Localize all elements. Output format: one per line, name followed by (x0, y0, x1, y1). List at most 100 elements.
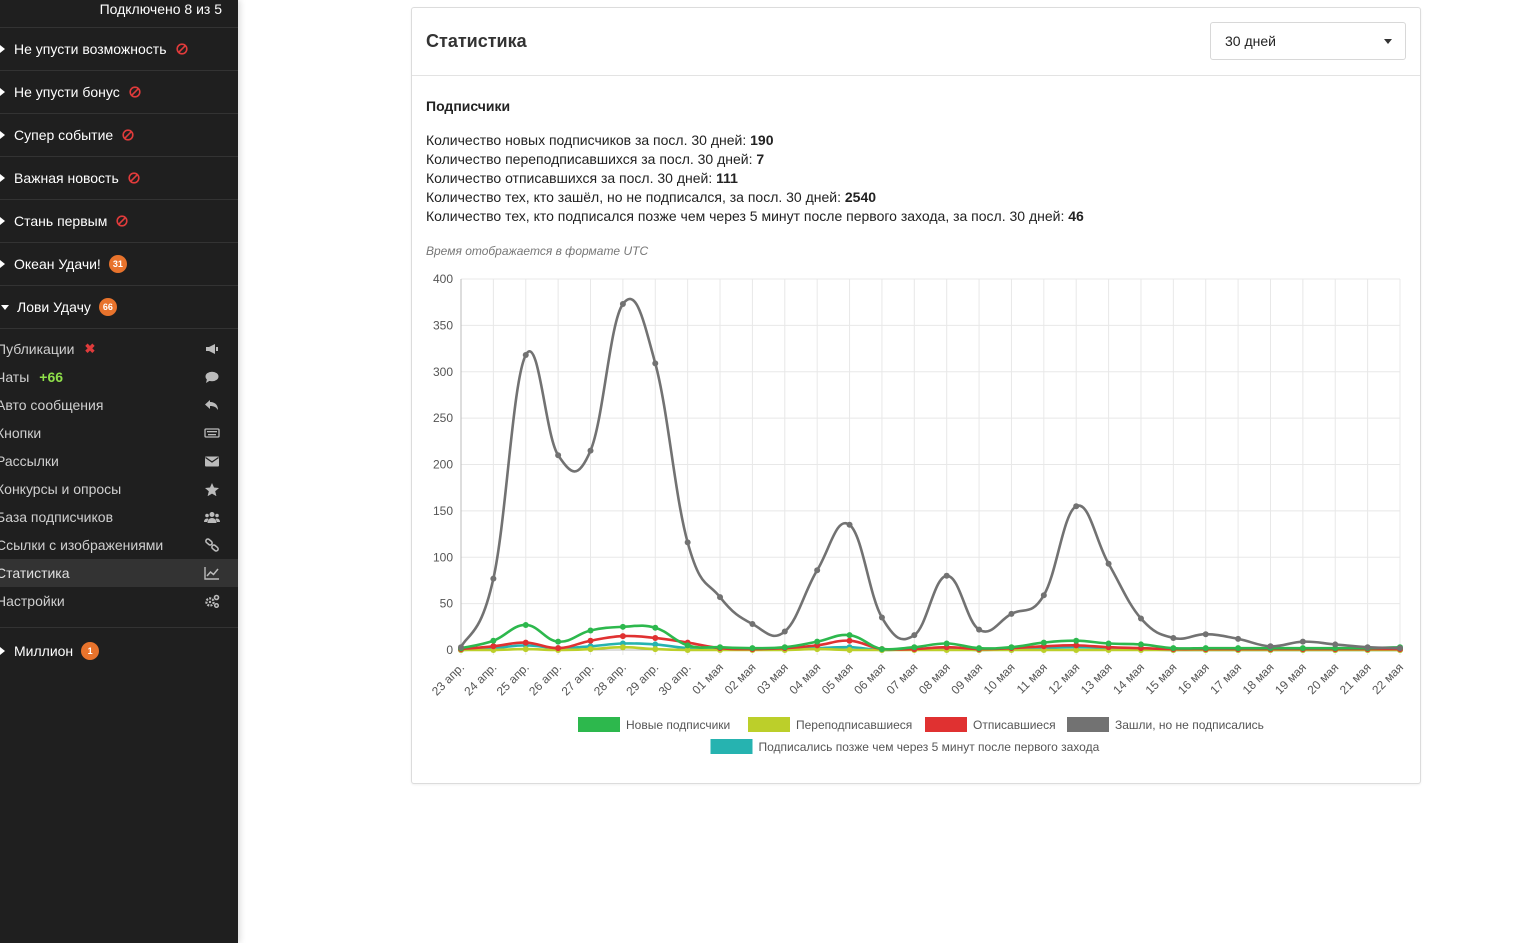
data-point[interactable] (749, 621, 756, 628)
data-point[interactable] (1040, 639, 1047, 646)
ban-icon (116, 215, 128, 227)
sidebar-subitem-8[interactable]: Статистика (0, 559, 238, 587)
sidebar-bot-5[interactable]: Океан Удачи! 31 (0, 243, 238, 286)
data-point[interactable] (619, 301, 626, 308)
data-point[interactable] (911, 632, 918, 639)
legend-item[interactable]: Новые подписчики (578, 717, 730, 732)
data-point[interactable] (522, 621, 529, 628)
megaphone-icon (206, 344, 218, 354)
legend-item[interactable]: Переподписавшиеся (748, 717, 912, 732)
data-point[interactable] (717, 644, 724, 651)
data-point[interactable] (652, 360, 659, 367)
data-point[interactable] (1397, 645, 1403, 652)
data-point[interactable] (846, 647, 853, 653)
data-point[interactable] (587, 627, 594, 634)
data-point[interactable] (522, 352, 529, 359)
legend-swatch (925, 717, 967, 732)
data-point[interactable] (684, 539, 691, 546)
sidebar-subitem-2[interactable]: Авто сообщения (0, 391, 238, 419)
data-point[interactable] (652, 634, 659, 641)
data-point[interactable] (781, 644, 788, 651)
data-point[interactable] (1235, 645, 1242, 652)
data-point[interactable] (1170, 634, 1177, 641)
data-point[interactable] (1040, 592, 1047, 599)
data-point[interactable] (943, 572, 950, 579)
data-point[interactable] (1137, 615, 1144, 622)
data-point[interactable] (943, 640, 950, 647)
data-point[interactable] (846, 637, 853, 644)
data-point[interactable] (878, 614, 885, 621)
data-point[interactable] (911, 644, 918, 651)
sidebar-subitem-0[interactable]: Публикации ✖ (0, 335, 238, 363)
sidebar-subitem-1[interactable]: Чаты +66 (0, 363, 238, 391)
data-point[interactable] (814, 638, 821, 645)
data-point[interactable] (1364, 644, 1371, 651)
x-tick-label: 07 мая (884, 660, 921, 697)
data-point[interactable] (1105, 560, 1112, 567)
data-point[interactable] (1332, 641, 1339, 648)
data-point[interactable] (1073, 642, 1080, 649)
legend-item[interactable]: Подписались позже чем через 5 минут посл… (710, 739, 1100, 754)
legend-item[interactable]: Отписавшиеся (925, 717, 1056, 732)
data-point[interactable] (1170, 645, 1177, 652)
data-point[interactable] (814, 567, 821, 574)
data-point[interactable] (522, 646, 529, 653)
data-point[interactable] (1073, 637, 1080, 644)
data-point[interactable] (717, 594, 724, 601)
sidebar-subitem-7[interactable]: Ссылки с изображениями (0, 531, 238, 559)
data-point[interactable] (652, 624, 659, 631)
data-point[interactable] (1202, 631, 1209, 638)
legend-item[interactable]: Зашли, но не подписались (1067, 717, 1264, 732)
data-point[interactable] (652, 641, 659, 648)
sidebar-bot-3[interactable]: Важная новость (0, 157, 238, 200)
data-point[interactable] (522, 639, 529, 646)
sidebar-subitem-4[interactable]: Рассылки (0, 447, 238, 475)
data-point[interactable] (458, 644, 464, 651)
data-point[interactable] (619, 623, 626, 630)
data-point[interactable] (555, 638, 562, 645)
data-point[interactable] (846, 521, 853, 528)
sidebar-bot-million[interactable]: Миллион 1 (0, 628, 238, 674)
data-point[interactable] (1299, 645, 1306, 652)
data-point[interactable] (1008, 644, 1015, 651)
data-point[interactable] (749, 645, 756, 652)
data-point[interactable] (1299, 638, 1306, 645)
data-point[interactable] (1073, 503, 1080, 510)
data-point[interactable] (781, 628, 788, 635)
data-point[interactable] (587, 447, 594, 454)
data-point[interactable] (1202, 645, 1209, 652)
sidebar-subitem-3[interactable]: Кнопки (0, 419, 238, 447)
data-point[interactable] (490, 575, 497, 582)
sidebar-bot-6[interactable]: Лови Удачу 66 (0, 286, 238, 329)
legend-label: Переподписавшиеся (796, 718, 912, 732)
data-point[interactable] (555, 645, 562, 652)
sidebar-bot-2[interactable]: Супер событие (0, 114, 238, 157)
data-point[interactable] (1137, 641, 1144, 648)
data-point[interactable] (587, 637, 594, 644)
data-point[interactable] (846, 632, 853, 639)
data-point[interactable] (1267, 643, 1274, 650)
data-point[interactable] (587, 646, 594, 653)
sidebar-subitem-9[interactable]: Настройки (0, 587, 238, 615)
sidebar-bot-0[interactable]: Не упусти возможность (0, 28, 238, 71)
data-point[interactable] (878, 646, 885, 653)
data-point[interactable] (1235, 635, 1242, 642)
sidebar-bot-4[interactable]: Стань первым (0, 200, 238, 243)
sidebar-subitem-6[interactable]: База подписчиков (0, 503, 238, 531)
data-point[interactable] (652, 646, 659, 653)
data-point[interactable] (976, 645, 983, 652)
data-point[interactable] (619, 644, 626, 651)
sidebar-bot-1[interactable]: Не упусти бонус (0, 71, 238, 114)
sidebar-subitem-5[interactable]: Конкурсы и опросы (0, 475, 238, 503)
data-point[interactable] (490, 637, 497, 644)
data-point[interactable] (1073, 647, 1080, 653)
data-point[interactable] (684, 642, 691, 649)
data-point[interactable] (1105, 640, 1112, 647)
data-point[interactable] (555, 452, 562, 459)
data-point[interactable] (490, 643, 497, 650)
data-point[interactable] (976, 626, 983, 633)
data-point[interactable] (1008, 610, 1015, 617)
period-select[interactable]: 30 дней (1210, 22, 1406, 60)
data-point[interactable] (684, 647, 691, 653)
data-point[interactable] (619, 633, 626, 640)
